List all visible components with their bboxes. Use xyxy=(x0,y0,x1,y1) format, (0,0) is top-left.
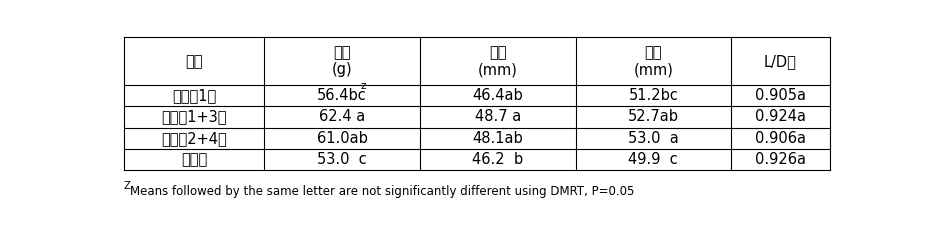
Text: 49.9  c: 49.9 c xyxy=(629,152,678,167)
Text: 처리: 처리 xyxy=(186,54,203,69)
Text: 62.4 a: 62.4 a xyxy=(319,110,365,125)
Text: Z: Z xyxy=(124,181,131,191)
Text: 횡경
(mm): 횡경 (mm) xyxy=(633,45,673,77)
Text: 만개후1일: 만개후1일 xyxy=(172,88,217,103)
Text: z: z xyxy=(361,81,366,91)
Text: 46.2  b: 46.2 b xyxy=(473,152,523,167)
Text: 48.7 a: 48.7 a xyxy=(474,110,521,125)
Text: 과중
(g): 과중 (g) xyxy=(332,45,352,77)
Text: 53.0  a: 53.0 a xyxy=(628,131,679,146)
Text: 48.1ab: 48.1ab xyxy=(473,131,523,146)
Text: 만개후2+4일: 만개후2+4일 xyxy=(162,131,227,146)
Text: 종경
(mm): 종경 (mm) xyxy=(478,45,517,77)
Text: 61.0ab: 61.0ab xyxy=(317,131,368,146)
Text: 0.924a: 0.924a xyxy=(755,110,806,125)
Text: 52.7ab: 52.7ab xyxy=(628,110,679,125)
Text: 51.2bc: 51.2bc xyxy=(629,88,678,103)
Text: Means followed by the same letter are not significantly different using DMRT, P=: Means followed by the same letter are no… xyxy=(130,185,634,198)
Text: 46.4ab: 46.4ab xyxy=(473,88,523,103)
Text: L/D비: L/D비 xyxy=(764,54,797,69)
Text: 무적과: 무적과 xyxy=(181,152,207,167)
Text: 56.4bc: 56.4bc xyxy=(318,88,367,103)
Text: 0.926a: 0.926a xyxy=(755,152,806,167)
Text: 0.906a: 0.906a xyxy=(755,131,806,146)
Text: 만개후1+3일: 만개후1+3일 xyxy=(162,110,227,125)
Text: 0.905a: 0.905a xyxy=(755,88,806,103)
Text: 53.0  c: 53.0 c xyxy=(318,152,367,167)
